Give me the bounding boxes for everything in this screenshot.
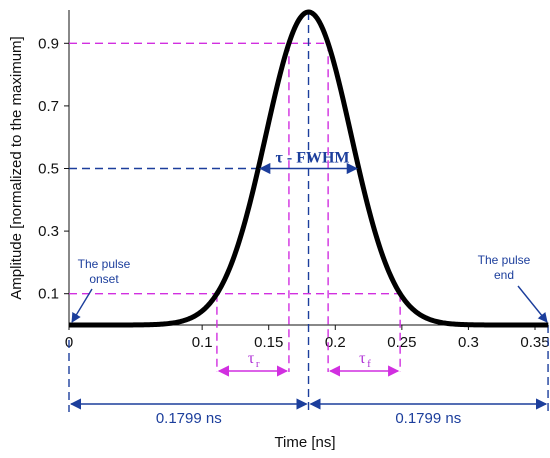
x-tick-label: 0.25 bbox=[387, 334, 416, 351]
end-pointer bbox=[517, 285, 548, 323]
y-ticks: 0.1 0.3 0.5 0.7 0.9 bbox=[38, 35, 69, 303]
x-tick-label: 0.3 bbox=[458, 334, 479, 351]
onset-label-line1: The pulse bbox=[78, 257, 131, 271]
x-tick-label: 0.15 bbox=[254, 334, 283, 351]
end-label-line1: The pulse bbox=[478, 253, 531, 267]
rise-time-sub: r bbox=[256, 358, 260, 370]
y-tick-label: 0.5 bbox=[38, 161, 59, 178]
x-tick-label: 0.1 bbox=[192, 334, 213, 351]
y-tick-label: 0.1 bbox=[38, 286, 59, 303]
left-duration-label: 0.1799 ns bbox=[156, 410, 222, 427]
pulse-curve bbox=[67, 9, 550, 328]
y-tick-label: 0.9 bbox=[38, 35, 59, 52]
x-tick-label: 0.35 bbox=[520, 334, 549, 351]
x-ticks: 0 0.1 0.15 0.2 0.25 0.3 0.35 bbox=[65, 325, 550, 351]
y-tick-label: 0.3 bbox=[38, 223, 59, 240]
y-axis-title: Amplitude [normalized to the maximum] bbox=[8, 36, 25, 299]
onset-pointer bbox=[71, 288, 93, 323]
x-axis-title: Time [ns] bbox=[274, 434, 335, 451]
y-tick-label: 0.7 bbox=[38, 98, 59, 115]
onset-label-line2: onset bbox=[89, 272, 119, 286]
fwhm-label: τ - FWHM bbox=[276, 150, 350, 167]
right-duration-label: 0.1799 ns bbox=[395, 410, 461, 427]
rise-time-label: τ bbox=[248, 350, 255, 367]
x-tick-label: 0.2 bbox=[325, 334, 346, 351]
guide-lines bbox=[68, 12, 549, 412]
fall-time-label: τ bbox=[359, 350, 366, 367]
end-label-line2: end bbox=[494, 268, 514, 282]
fall-time-sub: f bbox=[367, 358, 371, 370]
